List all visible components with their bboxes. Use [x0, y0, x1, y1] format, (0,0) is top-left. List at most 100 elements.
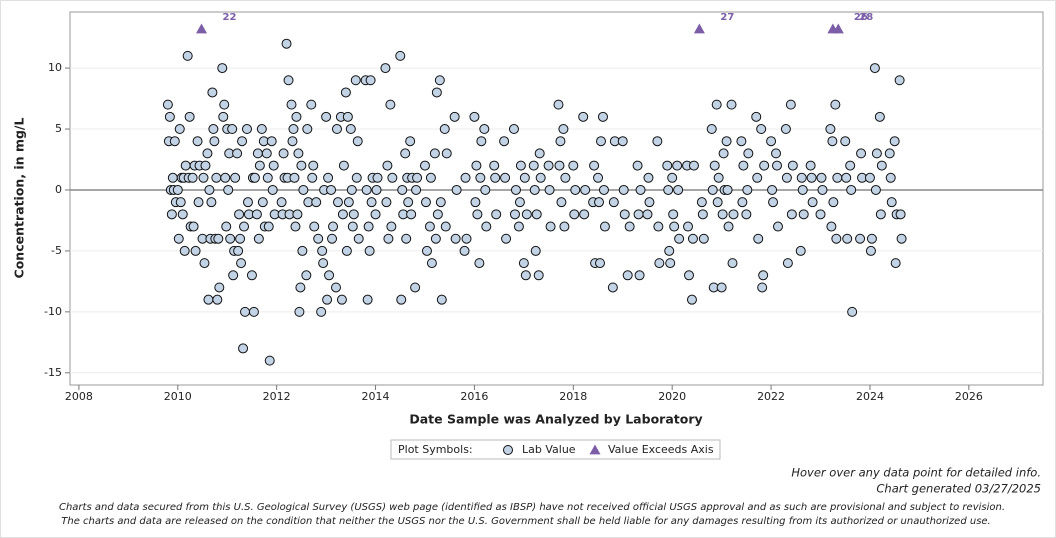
data-point: [533, 270, 544, 281]
x-axis-title: Date Sample was Analyzed by Laboratory: [409, 412, 702, 427]
data-point: [286, 99, 297, 110]
data-point: [317, 245, 328, 256]
data-point: [421, 245, 432, 256]
data-point: [370, 209, 381, 220]
data-point: [758, 270, 769, 281]
data-point: [223, 184, 234, 195]
data-point: [743, 148, 754, 159]
data-point: [846, 184, 857, 195]
data-point: [365, 75, 376, 86]
data-point: [449, 111, 460, 122]
data-point: [383, 233, 394, 244]
data-point: [556, 197, 567, 208]
data-point: [807, 197, 818, 208]
data-point: [831, 233, 842, 244]
data-point: [459, 245, 470, 256]
data-point: [240, 306, 251, 317]
data-point: [401, 233, 412, 244]
data-point: [622, 270, 633, 281]
data-point: [752, 172, 763, 183]
data-point: [172, 184, 183, 195]
data-point: [361, 184, 372, 195]
data-point: [211, 172, 222, 183]
data-point: [430, 233, 441, 244]
data-point: [875, 209, 886, 220]
data-point: [420, 197, 431, 208]
data-point: [180, 160, 191, 171]
data-point: [683, 221, 694, 232]
data-point: [558, 124, 569, 135]
data-point: [570, 184, 581, 195]
data-point: [767, 184, 778, 195]
y-tick-label: 0: [55, 183, 62, 196]
data-point: [673, 184, 684, 195]
data-point: [721, 136, 732, 147]
data-point: [632, 160, 643, 171]
data-point: [738, 160, 749, 171]
data-point: [519, 172, 530, 183]
data-point: [896, 233, 907, 244]
data-point: [712, 197, 723, 208]
data-point: [644, 197, 655, 208]
data-point: [856, 148, 867, 159]
data-point: [298, 184, 309, 195]
data-point: [663, 184, 674, 195]
x-tick-label: 2022: [757, 390, 785, 403]
data-point: [306, 99, 317, 110]
data-point: [782, 258, 793, 269]
exceeds-marker: [693, 23, 705, 34]
legend-label: Lab Value: [522, 443, 576, 456]
exceeds-label: 26: [854, 12, 868, 23]
data-point: [435, 197, 446, 208]
data-point: [288, 124, 299, 135]
data-point: [534, 148, 545, 159]
data-point: [188, 221, 199, 232]
data-point: [352, 136, 363, 147]
data-point: [256, 124, 267, 135]
data-point: [798, 209, 809, 220]
data-point: [889, 136, 900, 147]
data-point: [871, 148, 882, 159]
data-point: [190, 245, 201, 256]
data-point: [206, 197, 217, 208]
data-point: [174, 124, 185, 135]
data-point: [686, 294, 697, 305]
data-point: [342, 111, 353, 122]
data-point: [826, 221, 837, 232]
data-point: [580, 184, 591, 195]
data-point: [440, 221, 451, 232]
data-point: [327, 233, 338, 244]
data-point: [672, 160, 683, 171]
y-tick-label: -15: [44, 366, 62, 379]
data-point: [348, 209, 359, 220]
data-point: [669, 221, 680, 232]
data-point: [890, 258, 901, 269]
data-point: [238, 343, 249, 354]
data-point: [530, 245, 541, 256]
data-point: [297, 245, 308, 256]
data-point: [706, 124, 717, 135]
data-point: [337, 209, 348, 220]
data-point: [847, 306, 858, 317]
y-tick-label: 5: [55, 122, 62, 135]
data-point: [343, 197, 354, 208]
data-point: [278, 148, 289, 159]
data-point: [220, 172, 231, 183]
data-point: [263, 221, 274, 232]
data-point: [840, 136, 851, 147]
data-point: [336, 294, 347, 305]
data-point: [751, 111, 762, 122]
data-point: [759, 160, 770, 171]
data-point: [726, 99, 737, 110]
data-point: [543, 160, 554, 171]
x-tick-label: 2008: [65, 390, 93, 403]
data-point: [234, 209, 245, 220]
data-point: [242, 197, 253, 208]
data-point: [771, 148, 782, 159]
data-point: [309, 221, 320, 232]
data-point: [387, 172, 398, 183]
data-point: [830, 99, 841, 110]
data-point: [709, 160, 720, 171]
data-point: [593, 172, 604, 183]
data-point: [624, 221, 635, 232]
